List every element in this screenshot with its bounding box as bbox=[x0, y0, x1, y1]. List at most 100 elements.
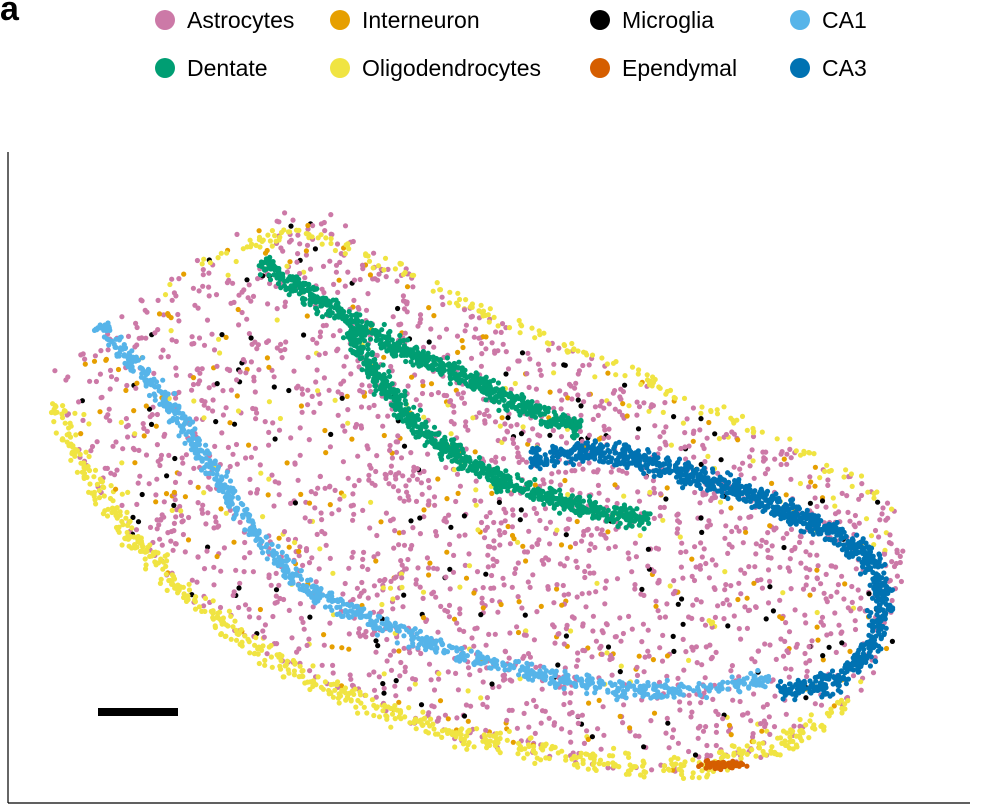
point-astrocytes bbox=[302, 275, 308, 281]
point-astrocytes bbox=[474, 569, 481, 575]
point-oligodendrocytes bbox=[210, 615, 216, 621]
point-astrocytes bbox=[328, 231, 334, 237]
point-ca1 bbox=[311, 588, 318, 594]
point-astrocytes bbox=[586, 590, 592, 596]
point-astrocytes bbox=[787, 556, 793, 562]
point-ca1 bbox=[521, 665, 527, 672]
point-microglia bbox=[589, 734, 596, 740]
point-astrocytes bbox=[520, 655, 526, 661]
point-astrocytes bbox=[859, 481, 865, 487]
point-ca1 bbox=[269, 541, 275, 548]
point-astrocytes bbox=[753, 551, 759, 557]
point-dentate bbox=[336, 314, 342, 320]
point-astrocytes bbox=[132, 344, 138, 350]
point-oligodendrocytes bbox=[262, 662, 268, 668]
point-astrocytes bbox=[784, 451, 790, 457]
point-astrocytes bbox=[543, 525, 549, 532]
point-astrocytes bbox=[852, 626, 859, 633]
point-ca1 bbox=[225, 489, 231, 495]
point-ca1 bbox=[664, 677, 670, 684]
point-oligodendrocytes bbox=[471, 744, 477, 750]
point-interneuron bbox=[831, 703, 837, 709]
point-microglia bbox=[401, 443, 408, 449]
point-oligodendrocytes bbox=[166, 577, 172, 584]
point-interneuron bbox=[547, 389, 553, 395]
point-astrocytes bbox=[586, 391, 592, 398]
point-astrocytes bbox=[510, 512, 516, 518]
point-dentate bbox=[551, 416, 558, 422]
point-ca1 bbox=[172, 402, 178, 408]
point-astrocytes bbox=[451, 421, 457, 427]
point-oligodendrocytes bbox=[132, 545, 138, 551]
point-microglia bbox=[617, 669, 623, 675]
point-oligodendrocytes bbox=[398, 571, 405, 577]
point-ca1 bbox=[406, 644, 412, 650]
point-astrocytes bbox=[693, 644, 700, 650]
point-astrocytes bbox=[578, 412, 584, 418]
point-astrocytes bbox=[539, 686, 545, 692]
point-ca1 bbox=[117, 345, 124, 351]
point-oligodendrocytes bbox=[242, 633, 248, 639]
point-astrocytes bbox=[572, 468, 578, 474]
point-astrocytes bbox=[636, 404, 643, 410]
point-ca1 bbox=[223, 473, 229, 479]
point-astrocytes bbox=[803, 660, 809, 666]
point-astrocytes bbox=[348, 371, 354, 377]
point-astrocytes bbox=[233, 441, 240, 448]
point-astrocytes bbox=[564, 555, 570, 562]
point-astrocytes bbox=[788, 586, 794, 592]
point-dentate bbox=[314, 286, 320, 292]
point-oligodendrocytes bbox=[332, 247, 338, 254]
point-microglia bbox=[547, 432, 553, 438]
point-astrocytes bbox=[177, 503, 183, 510]
point-astrocytes bbox=[542, 506, 549, 512]
point-astrocytes bbox=[418, 316, 424, 322]
point-astrocytes bbox=[211, 564, 217, 570]
point-astrocytes bbox=[591, 469, 597, 475]
point-astrocytes bbox=[290, 217, 296, 223]
point-dentate bbox=[384, 348, 390, 354]
point-ca1 bbox=[685, 685, 691, 691]
point-astrocytes bbox=[806, 484, 812, 490]
point-astrocytes bbox=[772, 456, 778, 462]
point-oligodendrocytes bbox=[736, 746, 742, 752]
point-oligodendrocytes bbox=[611, 745, 617, 752]
point-astrocytes bbox=[747, 454, 753, 460]
point-microglia bbox=[803, 695, 809, 701]
point-astrocytes bbox=[786, 674, 792, 680]
point-astrocytes bbox=[455, 391, 461, 397]
point-astrocytes bbox=[569, 396, 575, 402]
point-ca1 bbox=[329, 607, 335, 613]
point-astrocytes bbox=[662, 439, 668, 445]
legend-label-ependymal: Ependymal bbox=[622, 54, 738, 81]
point-ca1 bbox=[746, 684, 752, 690]
point-astrocytes bbox=[856, 496, 862, 502]
point-astrocytes bbox=[322, 350, 328, 356]
point-ca1 bbox=[458, 646, 464, 652]
point-ca1 bbox=[460, 654, 466, 660]
point-astrocytes bbox=[211, 525, 217, 531]
point-astrocytes bbox=[737, 698, 743, 705]
point-oligodendrocytes bbox=[224, 250, 230, 256]
point-dentate bbox=[332, 315, 338, 321]
point-astrocytes bbox=[371, 250, 377, 256]
point-astrocytes bbox=[559, 726, 565, 732]
point-dentate bbox=[333, 297, 339, 303]
point-astrocytes bbox=[382, 576, 388, 583]
point-astrocytes bbox=[513, 566, 519, 572]
point-microglia bbox=[639, 586, 645, 593]
point-dentate bbox=[527, 409, 533, 415]
point-interneuron bbox=[605, 529, 611, 535]
point-ca1 bbox=[217, 479, 223, 486]
point-ca1 bbox=[129, 348, 135, 354]
point-astrocytes bbox=[457, 483, 463, 489]
point-oligodendrocytes bbox=[610, 760, 616, 766]
point-astrocytes bbox=[388, 363, 394, 370]
point-ca1 bbox=[479, 654, 485, 660]
point-astrocytes bbox=[480, 701, 486, 708]
point-astrocytes bbox=[426, 485, 432, 491]
point-dentate bbox=[517, 412, 523, 418]
point-ca1 bbox=[106, 342, 112, 348]
point-astrocytes bbox=[140, 421, 146, 427]
